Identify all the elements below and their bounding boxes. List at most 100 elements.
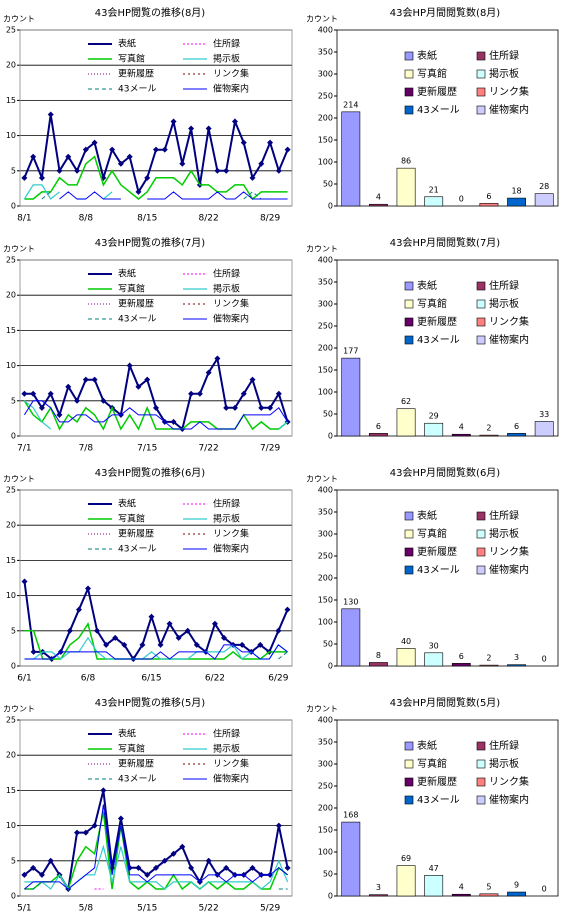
point-marker: [249, 864, 256, 871]
y-axis-title: カウント: [3, 245, 35, 254]
y-tick-label: 0: [11, 202, 16, 211]
value-label: 214: [343, 100, 358, 109]
legend-swatch: [404, 529, 414, 539]
series-line: [42, 192, 279, 199]
bar: [369, 203, 388, 207]
bar: [534, 193, 554, 207]
legend-label: 掲示板: [213, 513, 240, 525]
legend-label: 催物案内: [489, 793, 529, 806]
bar: [341, 608, 361, 667]
y-tick-label: 150: [318, 596, 333, 605]
legend-label: 更新履歴: [417, 545, 457, 558]
legend-label: 43メール: [118, 545, 156, 555]
point-marker: [214, 167, 221, 174]
y-tick-label: 0: [328, 892, 333, 901]
point-marker: [126, 362, 133, 369]
point-marker: [30, 390, 37, 397]
legend-label: 掲示板: [213, 283, 240, 295]
bar: [396, 167, 416, 207]
point-marker: [91, 376, 98, 383]
point-marker: [231, 118, 238, 125]
legend-label: 43メール: [417, 565, 460, 576]
legend-swatch: [476, 317, 486, 327]
point-marker: [258, 160, 265, 167]
legend-swatch: [404, 69, 414, 79]
y-tick-label: 15: [6, 786, 16, 795]
y-tick-label: 100: [318, 618, 333, 627]
point-marker: [193, 641, 200, 648]
point-marker: [30, 153, 37, 160]
point-marker: [196, 390, 203, 397]
point-marker: [284, 864, 291, 871]
point-marker: [135, 188, 142, 195]
legend-label: 写真館: [417, 527, 447, 540]
y-tick-label: 20: [6, 751, 16, 760]
x-tick-label: 7/29: [260, 444, 280, 454]
legend-label: リンク集: [489, 775, 529, 788]
legend-label: 催物案内: [213, 83, 249, 95]
legend-label: 掲示板: [489, 757, 519, 770]
legend-swatch: [404, 87, 414, 97]
x-tick-label: 5/1: [17, 904, 31, 914]
y-tick-label: 10: [6, 591, 16, 600]
legend-label: 写真館: [118, 513, 145, 525]
y-tick-label: 20: [6, 521, 16, 530]
x-tick-label: 7/22: [199, 444, 219, 454]
value-label: 4: [376, 193, 381, 202]
point-marker: [249, 376, 256, 383]
point-marker: [170, 418, 177, 425]
x-tick-label: 6/15: [141, 674, 161, 684]
x-tick-label: 5/22: [199, 904, 219, 914]
legend-swatch: [404, 547, 414, 557]
legend-label: 写真館: [417, 757, 447, 770]
value-label: 6: [459, 652, 464, 661]
chart-title: 43会HP閲覧の推移(8月): [95, 6, 206, 19]
y-axis-title: カウント: [306, 475, 338, 484]
point-marker: [257, 641, 264, 648]
y-tick-label: 5: [11, 396, 16, 405]
legend-label: 掲示板: [213, 53, 240, 65]
legend-label: 更新履歴: [118, 68, 154, 80]
bar: [369, 662, 388, 667]
value-label: 0: [542, 655, 547, 664]
y-tick-label: 15: [6, 326, 16, 335]
value-label: 6: [376, 422, 381, 431]
y-tick-label: 350: [318, 738, 333, 747]
series-line: [24, 881, 288, 890]
bar: [451, 433, 471, 437]
value-label: 86: [401, 157, 411, 166]
legend-swatch: [476, 759, 486, 769]
legend-label: 更新履歴: [417, 315, 457, 328]
legend-swatch: [476, 529, 486, 539]
bar: [451, 893, 471, 897]
point-marker: [82, 146, 89, 153]
y-tick-label: 15: [6, 96, 16, 105]
y-tick-label: 100: [318, 388, 333, 397]
point-marker: [112, 634, 119, 641]
y-tick-label: 300: [318, 70, 333, 79]
y-tick-label: 15: [6, 556, 16, 565]
value-label: 3: [514, 653, 519, 662]
y-axis-title: カウント: [306, 15, 338, 24]
legend-swatch: [404, 741, 414, 751]
y-tick-label: 25: [6, 716, 16, 725]
legend-swatch: [476, 281, 486, 291]
point-marker: [267, 404, 274, 411]
legend-label: リンク集: [213, 68, 249, 80]
x-tick-label: 6/29: [268, 674, 288, 684]
legend-label: 表紙: [417, 739, 437, 752]
point-marker: [74, 829, 81, 836]
y-axis-title: カウント: [306, 245, 338, 254]
series-line: [278, 651, 288, 660]
legend-label: 43メール: [118, 775, 156, 785]
point-marker: [231, 404, 238, 411]
point-marker: [30, 648, 37, 655]
legend-label: 更新履歴: [118, 758, 154, 770]
point-marker: [157, 641, 164, 648]
y-axis-title: カウント: [306, 705, 338, 714]
value-label: 6: [514, 422, 519, 431]
value-label: 9: [514, 881, 519, 890]
chart-title: 43会HP月間閲覧数(7月): [390, 236, 501, 249]
legend-swatch: [404, 759, 414, 769]
point-marker: [188, 390, 195, 397]
